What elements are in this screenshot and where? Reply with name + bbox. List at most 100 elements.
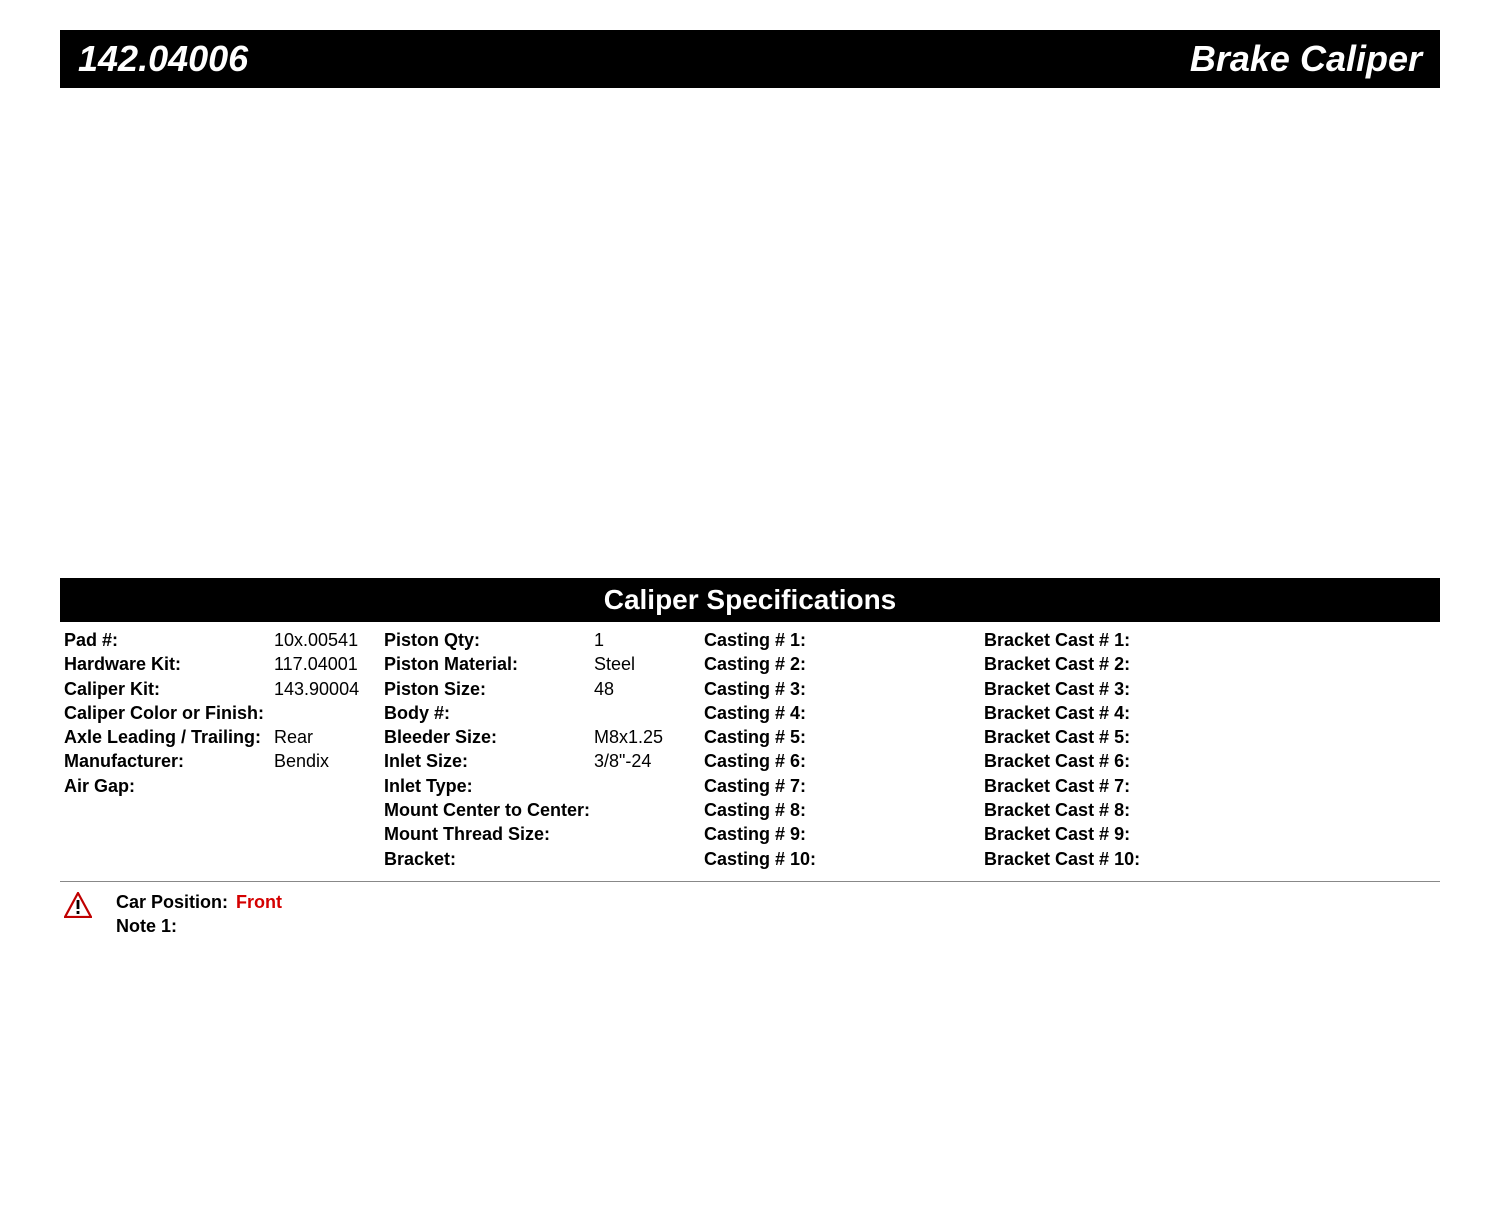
spec-row: Bracket Cast # 3: [984, 677, 1264, 701]
spec-row: Casting # 10: [704, 847, 984, 871]
spec-label: Bracket Cast # 9: [984, 822, 1244, 846]
spec-value [594, 774, 704, 798]
spec-row: Bracket Cast # 10: [984, 847, 1264, 871]
spec-row: Bracket Cast # 1: [984, 628, 1264, 652]
product-name: Brake Caliper [1190, 38, 1422, 80]
spec-label: Bracket Cast # 5: [984, 725, 1244, 749]
spec-col-2: Piston Qty:1Piston Material:SteelPiston … [384, 628, 704, 871]
spec-row: Hardware Kit:117.04001 [64, 652, 384, 676]
note1-line: Note 1: [116, 914, 282, 938]
spec-label: Air Gap: [64, 774, 274, 798]
spec-value: 117.04001 [274, 652, 384, 676]
spec-label: Piston Qty: [384, 628, 594, 652]
spec-row: Caliper Color or Finish: [64, 701, 384, 725]
spec-label: Inlet Type: [384, 774, 594, 798]
spec-label: Caliper Color or Finish: [64, 701, 274, 725]
spec-label: Hardware Kit: [64, 652, 274, 676]
footer-text: Car Position: Front Note 1: [116, 890, 282, 939]
spec-row: Bracket Cast # 9: [984, 822, 1264, 846]
spec-label: Piston Size: [384, 677, 594, 701]
spec-col-1: Pad #:10x.00541Hardware Kit:117.04001Cal… [64, 628, 384, 871]
section-title: Caliper Specifications [60, 578, 1440, 622]
spec-value [594, 701, 704, 725]
spec-row: Bracket Cast # 2: [984, 652, 1264, 676]
car-position-line: Car Position: Front [116, 890, 282, 914]
spec-label: Bracket Cast # 8: [984, 798, 1244, 822]
spec-label: Bracket Cast # 10: [984, 847, 1244, 871]
spec-sheet: 142.04006 Brake Caliper Caliper Specific… [0, 0, 1500, 977]
spec-row: Caliper Kit:143.90004 [64, 677, 384, 701]
spec-value: 10x.00541 [274, 628, 384, 652]
spec-row: Air Gap: [64, 774, 384, 798]
spec-row: Casting # 4: [704, 701, 984, 725]
spec-row: Bleeder Size:M8x1.25 [384, 725, 704, 749]
spec-label: Casting # 6: [704, 749, 964, 773]
spec-row: Mount Thread Size: [384, 822, 704, 846]
spec-value: M8x1.25 [594, 725, 704, 749]
spec-row: Piston Material:Steel [384, 652, 704, 676]
spec-value [274, 774, 384, 798]
spec-row: Bracket Cast # 6: [984, 749, 1264, 773]
spec-label: Pad #: [64, 628, 274, 652]
spec-label: Bracket Cast # 4: [984, 701, 1244, 725]
spec-label: Caliper Kit: [64, 677, 274, 701]
spec-row: Casting # 1: [704, 628, 984, 652]
spec-row: Casting # 9: [704, 822, 984, 846]
spec-label: Mount Thread Size: [384, 822, 594, 846]
car-position-value: Front [236, 890, 282, 914]
note1-label: Note 1: [116, 914, 177, 938]
spec-col-3: Casting # 1:Casting # 2:Casting # 3:Cast… [704, 628, 984, 871]
spec-row: Inlet Size:3/8"-24 [384, 749, 704, 773]
spec-label: Bracket Cast # 6: [984, 749, 1244, 773]
spec-row: Bracket Cast # 7: [984, 774, 1264, 798]
spec-label: Casting # 2: [704, 652, 964, 676]
spec-grid: Pad #:10x.00541Hardware Kit:117.04001Cal… [60, 622, 1440, 882]
footer-row: Car Position: Front Note 1: [60, 882, 1440, 947]
warning-icon [64, 892, 92, 923]
spec-value [274, 701, 384, 725]
spec-label: Casting # 3: [704, 677, 964, 701]
spec-col-4: Bracket Cast # 1:Bracket Cast # 2:Bracke… [984, 628, 1264, 871]
spec-row: Inlet Type: [384, 774, 704, 798]
spec-row: Pad #:10x.00541 [64, 628, 384, 652]
spec-row: Casting # 3: [704, 677, 984, 701]
spec-label: Casting # 5: [704, 725, 964, 749]
spec-row: Casting # 8: [704, 798, 984, 822]
spec-row: Casting # 7: [704, 774, 984, 798]
part-number: 142.04006 [78, 38, 248, 80]
spec-row: Casting # 6: [704, 749, 984, 773]
spec-value [594, 847, 704, 871]
spec-row: Casting # 2: [704, 652, 984, 676]
spec-value: Rear [274, 725, 384, 749]
spec-label: Bracket Cast # 1: [984, 628, 1244, 652]
spec-label: Bracket Cast # 3: [984, 677, 1244, 701]
spec-row: Mount Center to Center: [384, 798, 704, 822]
spec-row: Axle Leading / Trailing:Rear [64, 725, 384, 749]
spec-label: Casting # 9: [704, 822, 964, 846]
spec-row: Piston Qty:1 [384, 628, 704, 652]
spec-row: Bracket Cast # 5: [984, 725, 1264, 749]
spec-label: Casting # 1: [704, 628, 964, 652]
spec-label: Casting # 7: [704, 774, 964, 798]
spec-row: Manufacturer:Bendix [64, 749, 384, 773]
spec-value: 3/8"-24 [594, 749, 704, 773]
spec-label: Casting # 10: [704, 847, 964, 871]
spec-label: Manufacturer: [64, 749, 274, 773]
spec-label: Casting # 4: [704, 701, 964, 725]
spec-label: Casting # 8: [704, 798, 964, 822]
spec-row: Casting # 5: [704, 725, 984, 749]
spec-row: Piston Size:48 [384, 677, 704, 701]
spec-value: Bendix [274, 749, 384, 773]
car-position-label: Car Position: [116, 890, 228, 914]
spec-label: Piston Material: [384, 652, 594, 676]
spec-row: Bracket Cast # 8: [984, 798, 1264, 822]
spec-label: Bracket Cast # 2: [984, 652, 1244, 676]
spec-value [594, 822, 704, 846]
spec-row: Body #: [384, 701, 704, 725]
spec-label: Bracket: [384, 847, 594, 871]
spec-label: Bracket Cast # 7: [984, 774, 1244, 798]
spec-label: Mount Center to Center: [384, 798, 594, 822]
spec-value: 48 [594, 677, 704, 701]
spec-row: Bracket Cast # 4: [984, 701, 1264, 725]
spec-label: Axle Leading / Trailing: [64, 725, 274, 749]
